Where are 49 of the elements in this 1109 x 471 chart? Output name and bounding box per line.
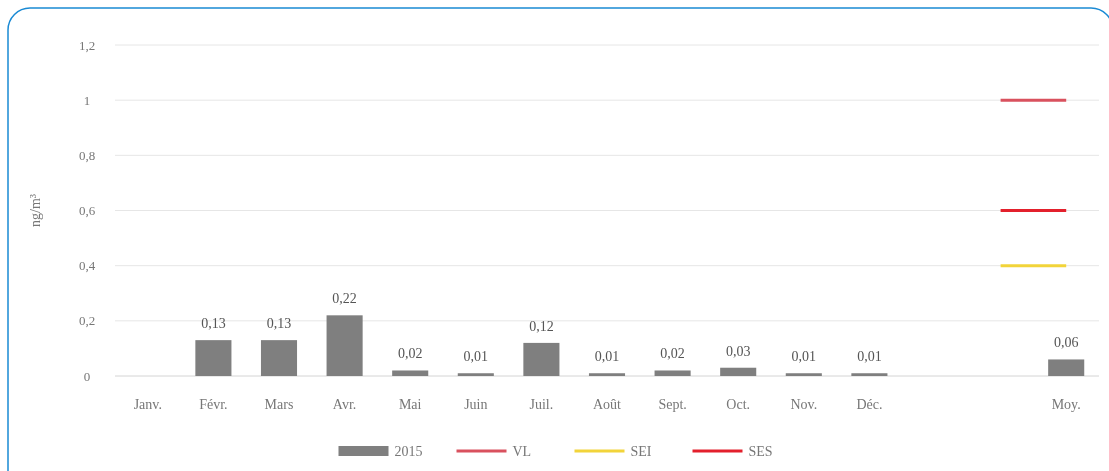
legend-label: 2015 [394,443,423,459]
y-tick-label: 0,4 [78,258,96,274]
bar [720,367,757,376]
data-label: 0,12 [529,318,554,334]
data-label: 0,01 [857,349,882,365]
x-tick-label: Nov. [790,397,818,412]
x-tick-label: Août [593,397,622,412]
data-label: 0,13 [201,316,226,332]
x-tick-label: Avr. [332,397,357,412]
data-label: 0,06 [1053,335,1079,351]
y-tick-label: 0,6 [78,203,96,219]
data-label: 0,22 [332,291,357,307]
y-tick-label: 0 [83,368,91,384]
bar [457,373,494,376]
x-tick-label: Févr. [199,397,228,412]
y-axis-title: ng/m³ [28,194,43,227]
bar [1048,359,1085,376]
x-tick-label: Juil. [529,397,554,412]
x-tick-label: Moy. [1051,397,1081,412]
bar [392,370,429,376]
x-tick-label: Sept. [658,397,687,412]
bar [851,373,888,376]
bar [588,373,626,376]
legend-label: SEI [630,443,652,459]
bar [326,315,363,376]
y-tick-label: 0,8 [78,147,96,163]
y-tick-label: 1,2 [78,37,96,53]
bar [195,340,232,376]
data-label: 0,01 [791,349,817,365]
data-label: 0,01 [594,349,620,365]
data-label: 0,03 [725,343,751,359]
x-tick-label: Mars [264,397,294,412]
bar [654,370,691,376]
x-tick-label: Juin [464,397,488,412]
data-label: 0,02 [397,346,423,362]
x-tick-label: Oct. [726,397,751,412]
data-label: 0,02 [660,346,685,362]
data-label: 0,13 [266,316,292,332]
bar [523,342,560,376]
x-tick-label: Mai [398,397,422,412]
x-tick-label: Déc. [856,397,883,412]
y-tick-label: 0,2 [78,313,96,329]
legend-label: VL [512,443,532,459]
x-tick-label: Janv. [133,397,162,412]
y-tick-label: 1 [83,92,91,108]
legend-label: SES [748,443,773,459]
bar [260,340,298,376]
bar [785,373,822,376]
data-label: 0,01 [463,349,489,365]
